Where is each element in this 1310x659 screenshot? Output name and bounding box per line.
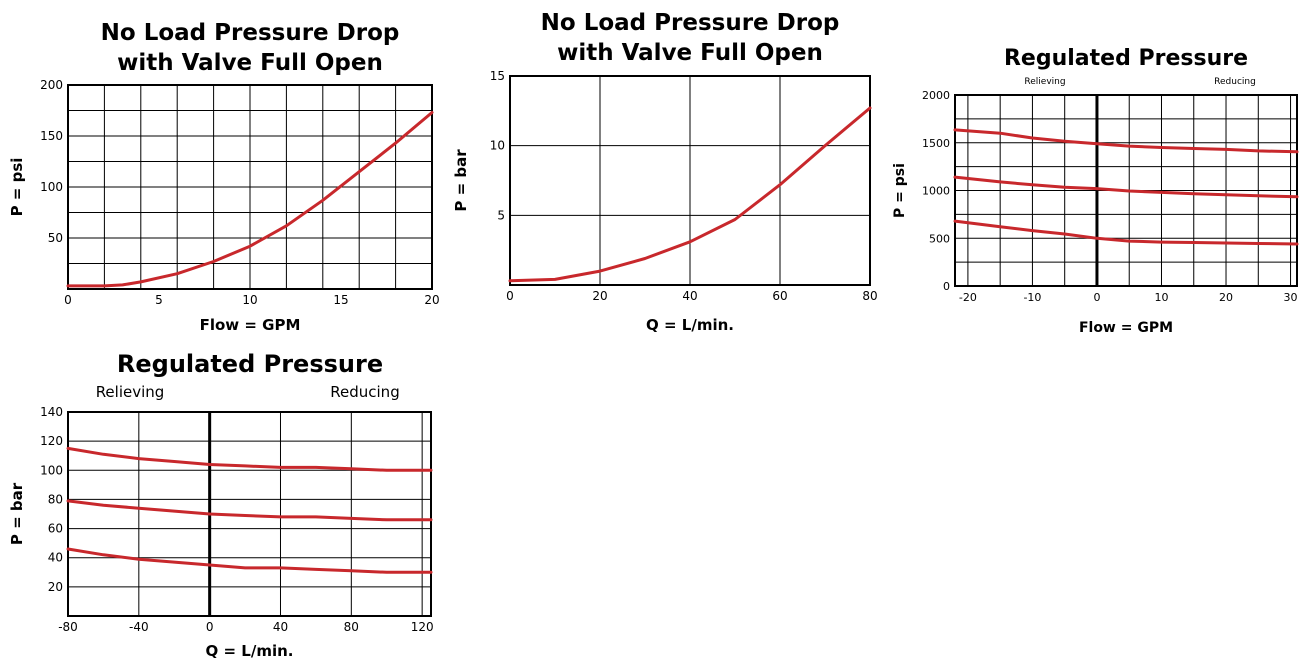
chart-title-line: No Load Pressure Drop bbox=[101, 20, 400, 46]
chart-title-line: Regulated Pressure bbox=[1004, 46, 1248, 71]
chart-3-regulated-psi: Regulated Pressure Relieving Reducing -20 -1… bbox=[890, 0, 1310, 336]
plot-frame bbox=[509, 75, 871, 286]
y-axis-label: P = psi bbox=[8, 158, 26, 217]
y-tick-label: 100 bbox=[40, 180, 63, 194]
y-tick-label: 140 bbox=[40, 405, 63, 419]
series-curve-1 bbox=[66, 111, 434, 288]
x-tick-label: 10 bbox=[242, 293, 257, 307]
series-curve-3 bbox=[66, 547, 433, 574]
chart-title-line: with Valve Full Open bbox=[117, 50, 383, 76]
y-tick-label: 1500 bbox=[922, 137, 950, 150]
x-tick-label: 0 bbox=[506, 289, 514, 303]
x-tick-label: 80 bbox=[862, 289, 877, 303]
x-tick-label: 0 bbox=[64, 293, 72, 307]
y-tick-label: 100 bbox=[40, 463, 63, 477]
y-tick-label: 1000 bbox=[922, 185, 950, 198]
y-tick-label: 15 bbox=[490, 69, 505, 83]
y-tick-label: 150 bbox=[40, 129, 63, 143]
x-tick-label: 60 bbox=[772, 289, 787, 303]
x-tick-label: 5 bbox=[155, 293, 163, 307]
chart-3-svg: Regulated Pressure Relieving Reducing -20 -1… bbox=[892, 46, 1299, 336]
x-axis-label: Flow = GPM bbox=[200, 316, 301, 334]
series-curve-2 bbox=[953, 175, 1299, 199]
y-tick-label: 20 bbox=[48, 580, 63, 594]
y-tick-label: 5 bbox=[497, 208, 505, 222]
x-tick-label: 30 bbox=[1284, 291, 1298, 304]
chart-title-line: with Valve Full Open bbox=[557, 40, 823, 66]
x-tick-label: 20 bbox=[1219, 291, 1233, 304]
x-tick-label: 0 bbox=[1093, 291, 1100, 304]
x-tick-label: 120 bbox=[411, 620, 434, 634]
chart-4-svg: Regulated Pressure Relieving Reducing -80 -4… bbox=[8, 350, 434, 659]
chart-1-svg: No Load Pressure Drop with Valve Full Ope… bbox=[8, 20, 440, 334]
y-tick-label: 0 bbox=[943, 280, 950, 293]
plot-frame bbox=[67, 411, 432, 617]
y-tick-label: 120 bbox=[40, 434, 63, 448]
series-curve-1 bbox=[508, 106, 872, 283]
x-tick-label: 20 bbox=[592, 289, 607, 303]
chart-2-no-load-bar: No Load Pressure Drop with Valve Full Ope… bbox=[450, 0, 910, 335]
y-tick-label: 10 bbox=[490, 139, 505, 153]
relieving-label: Relieving bbox=[1024, 77, 1065, 87]
plot-frame bbox=[954, 94, 1298, 287]
x-axis-label: Q = L/min. bbox=[646, 316, 734, 334]
series-curve-2 bbox=[66, 499, 433, 522]
reducing-label: Reducing bbox=[330, 383, 399, 401]
x-tick-label: 80 bbox=[344, 620, 359, 634]
x-axis-label: Flow = GPM bbox=[1079, 320, 1173, 336]
chart-4-regulated-bar: Regulated Pressure Relieving Reducing -80 -4… bbox=[0, 340, 460, 659]
x-tick-label: 0 bbox=[206, 620, 214, 634]
chart-2-svg: No Load Pressure Drop with Valve Full Ope… bbox=[452, 10, 878, 334]
x-tick-label: -80 bbox=[58, 620, 78, 634]
y-tick-label: 500 bbox=[929, 232, 950, 245]
x-tick-label: 20 bbox=[424, 293, 439, 307]
x-axis-label: Q = L/min. bbox=[206, 642, 294, 659]
y-tick-label: 50 bbox=[48, 231, 63, 245]
y-tick-label: 60 bbox=[48, 522, 63, 536]
chart-title-line: No Load Pressure Drop bbox=[541, 10, 840, 36]
plot-frame bbox=[67, 84, 433, 290]
x-tick-label: -20 bbox=[959, 291, 977, 304]
series-curve-3 bbox=[953, 219, 1299, 246]
x-tick-label: 40 bbox=[273, 620, 288, 634]
y-axis-label: P = psi bbox=[892, 163, 908, 218]
y-axis-label: P = bar bbox=[452, 149, 470, 212]
relieving-label: Relieving bbox=[96, 383, 165, 401]
chart-title-line: Regulated Pressure bbox=[117, 350, 383, 378]
reducing-label: Reducing bbox=[1214, 77, 1256, 87]
chart-1-no-load-psi: No Load Pressure Drop with Valve Full Ope… bbox=[0, 0, 460, 335]
x-tick-label: 40 bbox=[682, 289, 697, 303]
series-curve-1 bbox=[66, 446, 433, 472]
x-tick-label: 15 bbox=[333, 293, 348, 307]
y-tick-label: 200 bbox=[40, 78, 63, 92]
x-tick-label: -10 bbox=[1023, 291, 1041, 304]
y-tick-label: 2000 bbox=[922, 89, 950, 102]
y-axis-label: P = bar bbox=[8, 482, 26, 545]
y-tick-label: 80 bbox=[48, 492, 63, 506]
y-tick-label: 40 bbox=[48, 551, 63, 565]
x-tick-label: -40 bbox=[129, 620, 149, 634]
x-tick-label: 10 bbox=[1154, 291, 1168, 304]
series-curve-1 bbox=[953, 128, 1299, 154]
